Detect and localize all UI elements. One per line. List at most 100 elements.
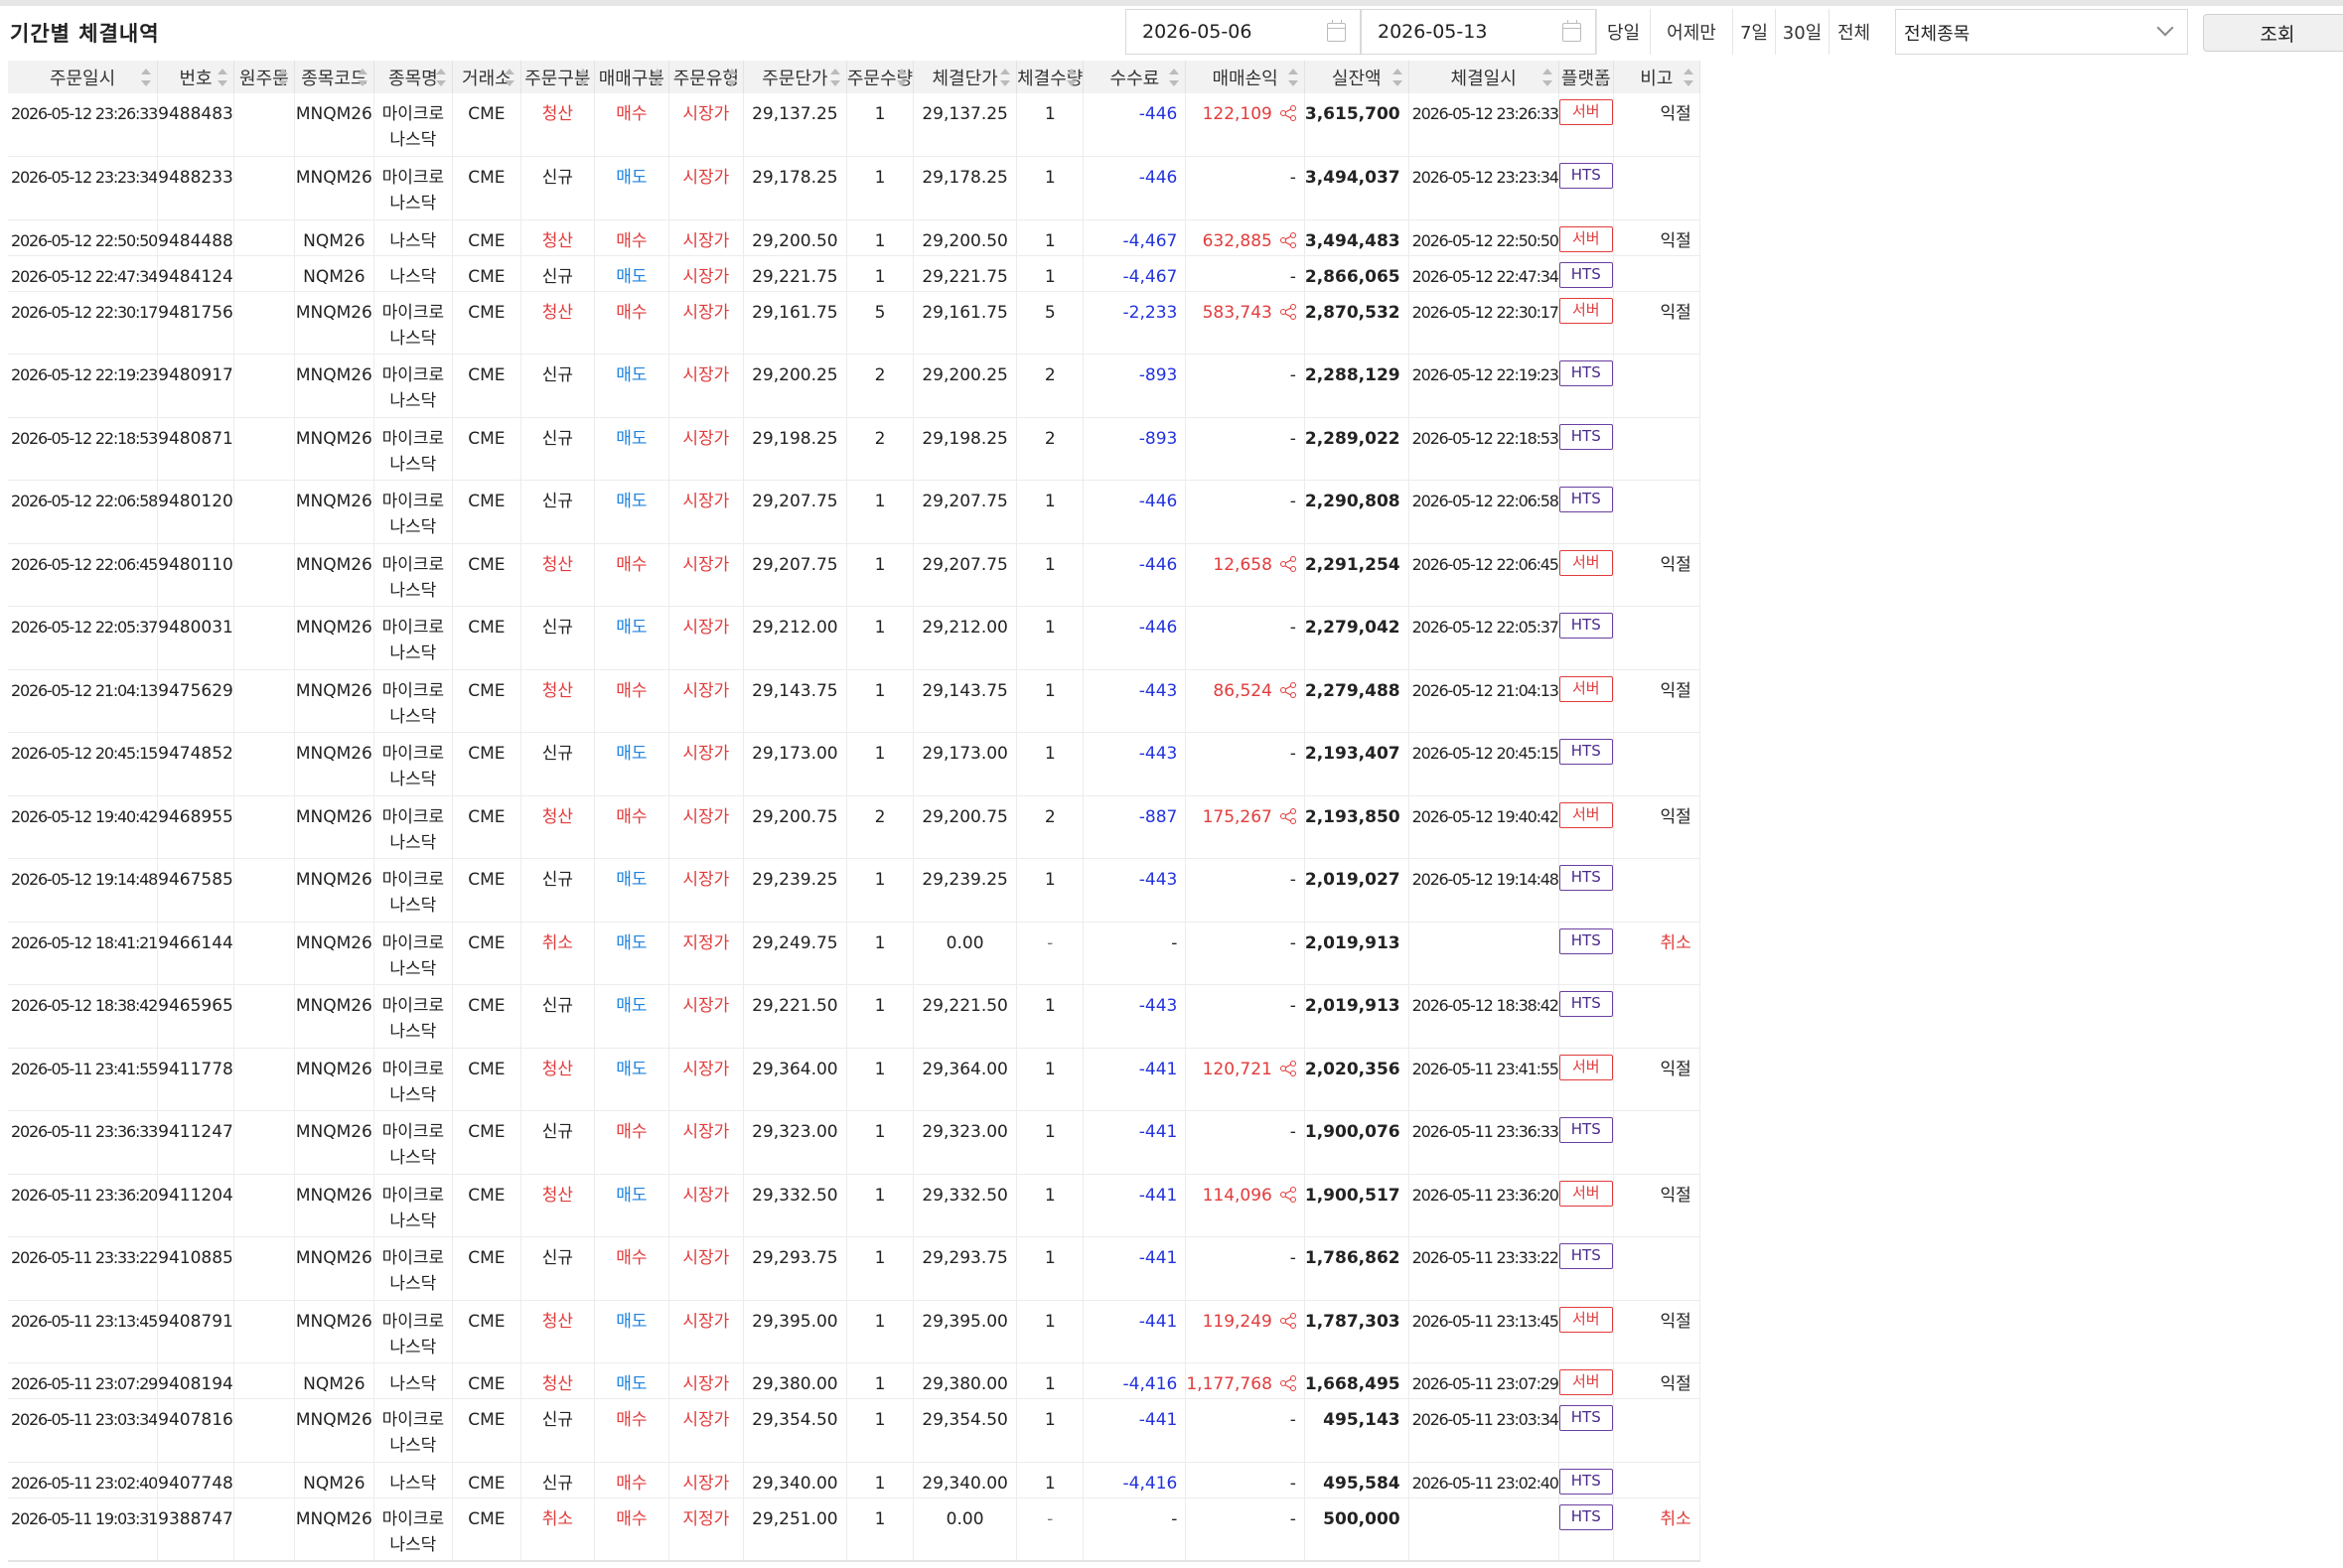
sort-icon[interactable] (726, 69, 737, 86)
note-cell: 익절 (1613, 219, 1700, 256)
table-row[interactable]: 2026-05-12 22:47:34 9484124 NQM26 나스닥 CME 신규 매… (8, 255, 1700, 292)
calendar-icon[interactable] (1327, 20, 1346, 42)
share-icon[interactable] (1279, 303, 1296, 320)
table-row[interactable]: 2026-05-12 20:45:15 9474852 MNQM26 마이크로 나스닥… (8, 732, 1700, 796)
table-row[interactable]: 2026-05-11 23:07:29 9408194 NQM26 나스닥 CME 청산 매… (8, 1362, 1700, 1399)
side-cell: 매수 (594, 1398, 669, 1463)
pnl-value: - (1289, 365, 1296, 385)
table-row[interactable]: 2026-05-11 19:03:31 9388747 MNQM26 마이크로 나스닥… (8, 1497, 1700, 1562)
column-header[interactable]: 체결일시 (1408, 61, 1559, 93)
7-days-button[interactable]: 7일 (1732, 9, 1775, 55)
column-header[interactable]: 주문일시 (8, 61, 159, 93)
share-icon[interactable] (1279, 105, 1296, 121)
calendar-icon[interactable] (1562, 20, 1581, 42)
column-header-label: 체결수량 (1017, 68, 1084, 89)
column-header[interactable]: 플랫폼 (1558, 61, 1614, 93)
share-icon[interactable] (1279, 555, 1296, 572)
table-row[interactable]: 2026-05-12 18:38:42 9465965 MNQM26 마이크로 나스닥… (8, 984, 1700, 1049)
platform-cell: HTS (1558, 255, 1614, 292)
yesterday-button[interactable]: 어제만 (1650, 9, 1732, 55)
table-row[interactable]: 2026-05-12 22:18:53 9480871 MNQM26 마이크로 나스닥… (8, 417, 1700, 481)
sort-icon[interactable] (504, 69, 514, 86)
search-button[interactable]: 조회 (2203, 14, 2343, 52)
pnl-cell: 86,524 (1185, 669, 1305, 733)
sort-icon[interactable] (217, 69, 227, 86)
table-row[interactable]: 2026-05-12 22:06:58 9480120 MNQM26 마이크로 나스닥… (8, 480, 1700, 544)
column-header[interactable]: 매매구분 (594, 61, 669, 93)
table-row[interactable]: 2026-05-12 22:50:50 9484488 NQM26 나스닥 CME 청산 매… (8, 219, 1700, 256)
share-icon[interactable] (1279, 1312, 1296, 1329)
sort-icon[interactable] (577, 69, 588, 86)
share-icon[interactable] (1279, 231, 1296, 248)
table-row[interactable]: 2026-05-11 23:41:55 9411778 MNQM26 마이크로 나스닥… (8, 1048, 1700, 1111)
sort-icon[interactable] (1287, 69, 1298, 86)
share-icon[interactable] (1279, 1186, 1296, 1203)
sort-icon[interactable] (141, 69, 152, 86)
platform-cell: HTS (1558, 606, 1614, 670)
share-icon[interactable] (1279, 807, 1296, 824)
order-time-cell: 2026-05-12 18:38:42 (8, 984, 159, 1049)
column-header[interactable]: 종목명 (373, 61, 453, 93)
sort-icon[interactable] (1169, 69, 1180, 86)
column-header[interactable]: 주문단가 (743, 61, 847, 93)
table-row[interactable]: 2026-05-11 23:33:22 9410885 MNQM26 마이크로 나스닥… (8, 1236, 1700, 1301)
table-row[interactable]: 2026-05-12 23:23:34 9488233 MNQM26 마이크로 나스닥… (8, 156, 1700, 220)
sort-icon[interactable] (1596, 69, 1607, 86)
sort-icon[interactable] (1067, 69, 1078, 86)
column-header[interactable]: 주문유형 (668, 61, 744, 93)
column-header[interactable]: 수수료 (1083, 61, 1187, 93)
table-row[interactable]: 2026-05-12 18:41:21 9466144 MNQM26 마이크로 나스닥… (8, 922, 1700, 985)
column-header[interactable]: 실잔액 (1304, 61, 1409, 93)
table-row[interactable]: 2026-05-11 23:03:34 9407816 MNQM26 마이크로 나스닥… (8, 1398, 1700, 1463)
column-header[interactable]: 주문구분 (520, 61, 595, 93)
table-row[interactable]: 2026-05-12 19:40:42 9468955 MNQM26 마이크로 나스닥… (8, 795, 1700, 859)
table-row[interactable]: 2026-05-12 22:05:37 9480031 MNQM26 마이크로 나스닥… (8, 606, 1700, 670)
sort-icon[interactable] (829, 69, 840, 86)
column-header[interactable]: 종목코드 (294, 61, 374, 93)
sort-icon[interactable] (435, 69, 446, 86)
table-row[interactable]: 2026-05-11 23:36:20 9411204 MNQM26 마이크로 나스닥… (8, 1174, 1700, 1237)
sort-icon[interactable] (1683, 69, 1693, 86)
table-row[interactable]: 2026-05-12 22:30:17 9481756 MNQM26 마이크로 나스닥… (8, 291, 1700, 355)
column-header[interactable]: 주문수량 (846, 61, 915, 93)
column-header[interactable]: 거래소 (452, 61, 521, 93)
column-header-label: 체결일시 (1450, 68, 1517, 89)
sort-icon[interactable] (357, 69, 367, 86)
date-to-picker[interactable]: 2026-05-13 (1361, 9, 1596, 55)
sort-icon[interactable] (1391, 69, 1402, 86)
column-header[interactable]: 원주문 (233, 61, 295, 93)
fee-cell: -443 (1083, 732, 1187, 796)
symbol-select[interactable]: 전체종목 (1895, 9, 2188, 55)
sort-icon[interactable] (897, 69, 908, 86)
platform-cell: 서버 (1558, 1300, 1614, 1363)
share-icon[interactable] (1279, 681, 1296, 698)
table-row[interactable]: 2026-05-12 22:06:45 9480110 MNQM26 마이크로 나스닥… (8, 543, 1700, 607)
note-cell: 익절 (1613, 543, 1700, 607)
platform-badge: HTS (1558, 261, 1613, 288)
table-row[interactable]: 2026-05-12 23:26:33 9488483 MNQM26 마이크로 나스닥… (8, 93, 1700, 157)
share-icon[interactable] (1279, 1060, 1296, 1076)
sort-icon[interactable] (1541, 69, 1552, 86)
table-row[interactable]: 2026-05-11 23:02:40 9407748 NQM26 나스닥 CME 신규 매… (8, 1462, 1700, 1498)
column-header[interactable]: 매매손익 (1185, 61, 1305, 93)
sort-icon[interactable] (277, 69, 288, 86)
sort-icon[interactable] (652, 69, 662, 86)
column-header[interactable]: 비고 (1613, 61, 1700, 93)
all-period-button[interactable]: 전체 (1829, 9, 1878, 55)
order-number-cell: 9408194 (157, 1362, 234, 1399)
sort-icon[interactable] (1000, 69, 1011, 86)
column-header[interactable]: 체결수량 (1016, 61, 1085, 93)
table-row[interactable]: 2026-05-12 21:04:13 9475629 MNQM26 마이크로 나스닥… (8, 669, 1700, 733)
table-row[interactable]: 2026-05-12 19:14:48 9467585 MNQM26 마이크로 나스닥… (8, 858, 1700, 923)
today-button[interactable]: 당일 (1596, 9, 1650, 55)
exchange-cell: CME (452, 291, 521, 355)
table-row[interactable]: 2026-05-11 23:36:33 9411247 MNQM26 마이크로 나스닥… (8, 1110, 1700, 1175)
table-row[interactable]: 2026-05-12 22:19:23 9480917 MNQM26 마이크로 나스닥… (8, 354, 1700, 418)
share-icon[interactable] (1279, 1375, 1296, 1391)
date-from-picker[interactable]: 2026-05-06 (1125, 9, 1361, 55)
column-header[interactable]: 체결단가 (913, 61, 1018, 93)
30-days-button[interactable]: 30일 (1775, 9, 1829, 55)
column-header[interactable]: 번호 (157, 61, 234, 93)
order-price-cell: 29,221.50 (743, 984, 847, 1049)
table-row[interactable]: 2026-05-11 23:13:45 9408791 MNQM26 마이크로 나스닥… (8, 1300, 1700, 1363)
